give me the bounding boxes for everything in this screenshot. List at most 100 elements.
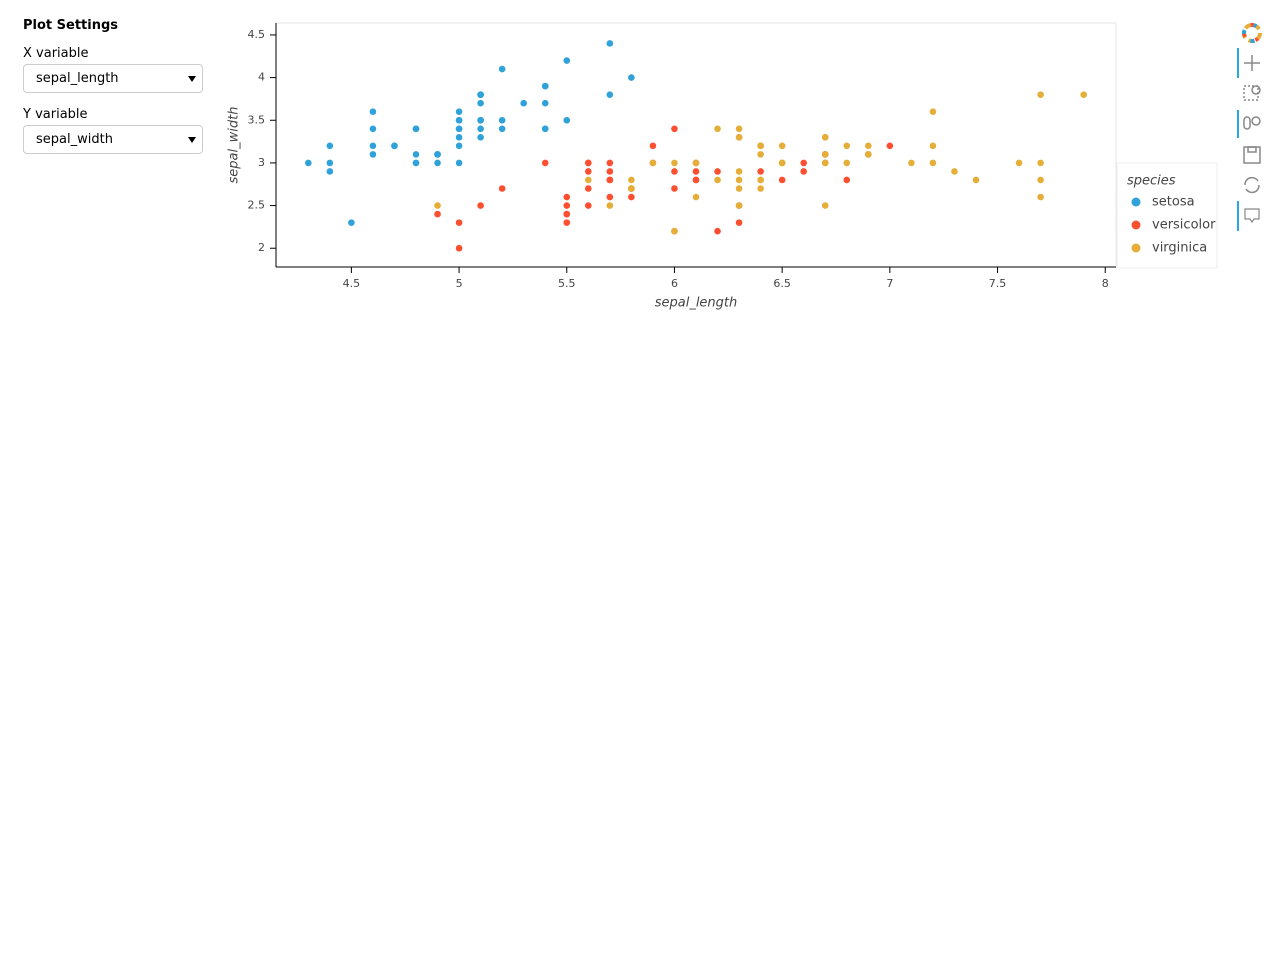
save-tool[interactable] xyxy=(1243,146,1261,164)
point xyxy=(585,168,592,175)
point xyxy=(477,91,484,98)
active-indicator xyxy=(1237,110,1239,138)
point xyxy=(714,125,721,133)
point xyxy=(843,159,851,167)
x-select[interactable]: sepal_length xyxy=(23,64,203,93)
point xyxy=(908,159,915,167)
x-tick-label: 6 xyxy=(671,277,678,290)
point xyxy=(1037,159,1044,167)
point xyxy=(1037,176,1044,184)
point xyxy=(735,202,743,209)
y-tick-label: 2 xyxy=(258,241,265,254)
point xyxy=(412,151,420,158)
x-axis-label: sepal_length xyxy=(655,296,738,311)
point xyxy=(671,125,678,133)
point xyxy=(692,176,700,184)
y-tick-label: 3.5 xyxy=(248,113,266,126)
x-tick-label: 7.5 xyxy=(989,277,1007,290)
point xyxy=(369,108,377,116)
point xyxy=(563,210,571,218)
point xyxy=(541,82,549,90)
point xyxy=(477,116,484,124)
point xyxy=(757,185,764,192)
point xyxy=(305,159,312,167)
point xyxy=(391,142,398,150)
point xyxy=(498,185,506,192)
legend-label: virginica xyxy=(1152,241,1207,256)
point xyxy=(563,116,571,124)
point xyxy=(778,142,786,150)
point xyxy=(412,159,420,167)
point xyxy=(735,219,743,226)
point xyxy=(692,159,700,167)
point xyxy=(671,159,678,167)
point xyxy=(498,65,506,73)
point xyxy=(714,168,721,175)
point xyxy=(757,176,764,184)
point xyxy=(649,159,657,167)
point xyxy=(714,227,721,235)
point xyxy=(628,74,635,81)
y-select-value: sepal_width xyxy=(36,132,113,147)
point xyxy=(1015,159,1023,167)
point xyxy=(606,40,614,47)
pan-tool[interactable] xyxy=(1244,55,1260,71)
y-tick-label: 2.5 xyxy=(248,199,266,212)
y-select[interactable]: sepal_width xyxy=(23,125,203,154)
point xyxy=(455,219,463,226)
x-tick-label: 7 xyxy=(886,277,893,290)
point xyxy=(821,151,829,158)
reset-tool[interactable] xyxy=(1244,176,1260,194)
point xyxy=(348,219,355,226)
point xyxy=(606,176,614,184)
point xyxy=(735,168,743,175)
point xyxy=(606,168,614,175)
wheel-zoom-tool[interactable] xyxy=(1243,116,1261,130)
point xyxy=(563,219,571,226)
point xyxy=(585,185,592,192)
point xyxy=(800,168,807,175)
plot-frame xyxy=(275,22,1117,268)
point xyxy=(865,142,872,150)
point xyxy=(1037,193,1044,201)
point xyxy=(843,142,851,150)
point xyxy=(477,134,484,141)
point xyxy=(778,176,786,184)
sidebar: Plot Settings X variable sepal_length Y … xyxy=(23,18,203,168)
point xyxy=(671,168,678,175)
legend-label: setosa xyxy=(1152,195,1195,210)
point xyxy=(434,159,441,167)
point xyxy=(541,159,549,167)
point xyxy=(735,176,743,184)
point xyxy=(821,134,829,141)
point xyxy=(455,108,463,116)
bokeh-logo[interactable] xyxy=(1242,23,1262,43)
legend-title: species xyxy=(1127,174,1176,189)
x-select-value: sepal_length xyxy=(36,71,119,86)
hover-tool[interactable] xyxy=(1244,208,1260,224)
point xyxy=(972,176,980,184)
point xyxy=(757,151,764,158)
point xyxy=(929,108,937,116)
point xyxy=(714,176,721,184)
y-select-label: Y variable xyxy=(23,107,88,122)
box-zoom-tool[interactable] xyxy=(1243,85,1261,101)
x-tick-label: 8 xyxy=(1102,277,1109,290)
point xyxy=(455,159,463,167)
point xyxy=(649,142,657,150)
point xyxy=(434,151,441,158)
legend-marker xyxy=(1131,243,1141,253)
point xyxy=(369,151,377,158)
point xyxy=(585,159,592,167)
point xyxy=(606,159,614,167)
point xyxy=(412,125,420,133)
point xyxy=(821,159,829,167)
y-tick-label: 4 xyxy=(258,71,265,84)
point xyxy=(692,193,700,201)
point xyxy=(455,244,463,252)
point xyxy=(692,168,700,175)
legend-label: versicolor xyxy=(1152,218,1216,233)
point xyxy=(929,142,937,150)
point xyxy=(369,125,377,133)
